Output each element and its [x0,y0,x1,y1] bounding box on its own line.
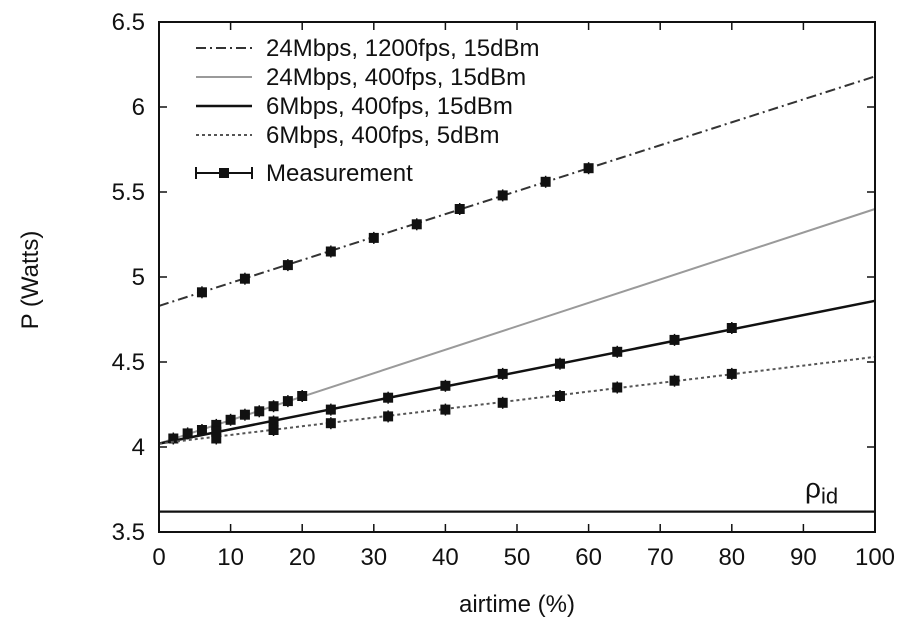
x-tick-label: 60 [575,544,602,571]
measurement-point [554,358,565,369]
measurement-point [325,246,336,257]
series-line-4 [158,355,876,445]
measurement-point [583,163,594,174]
measurement-point [540,176,551,187]
x-tick-label: 20 [289,544,316,571]
measurement-point [225,414,236,425]
x-tick-label: 70 [647,544,674,571]
measurement-point [440,404,451,415]
measurement-point [325,418,336,429]
legend-label-4: 6Mbps, 400fps, 5dBm [266,122,499,149]
measurement-point [196,425,207,435]
measurement-point [211,419,222,430]
measurement-point [282,260,293,271]
series-line-3 [158,299,876,445]
measurement-point [383,392,394,403]
measurement-point [669,375,680,386]
x-tick-label: 80 [718,544,745,571]
measurement-point [282,396,293,407]
measurement-point [454,204,465,214]
idle-power-subscript: id [821,484,838,509]
measurement-point [239,273,250,284]
x-tick-label: 50 [504,544,531,571]
measurement-point [297,391,308,401]
measurement-point [268,416,279,427]
x-tick-label: 100 [855,544,895,571]
legend-label-2: 24Mbps, 400fps, 15dBm [266,64,526,91]
legend-label-3: 6Mbps, 400fps, 15dBm [266,93,513,120]
measurement-point [612,382,623,393]
plot-area [158,75,876,445]
measurement-point [383,411,394,422]
measurement-point [268,401,279,412]
legend-label-1: 24Mbps, 1200fps, 15dBm [266,35,540,62]
y-tick-label: 5 [132,264,145,291]
measurement-point [497,368,508,379]
measurement-point [368,232,379,243]
y-tick-label: 4.5 [112,349,145,376]
measurement-point [497,397,508,408]
y-axis-label: P (Watts) [17,231,44,330]
y-tick-label: 5.5 [112,179,145,206]
y-tick-label: 6.5 [112,9,145,36]
series-line-1 [158,75,876,307]
x-axis-label: airtime (%) [459,591,575,618]
legend-label-measurement: Measurement [266,160,413,187]
y-tick-label: 3.5 [112,519,145,546]
y-tick-label: 4 [132,434,145,461]
idle-power-symbol: ρ [805,473,821,504]
measurement-point [196,287,207,298]
idle-power-label: ρid [805,473,838,509]
measurement-point [726,323,737,333]
idle-power-annotation: ρid [159,473,875,513]
measurement-point [211,433,222,444]
measurement-point [726,368,737,379]
legend-measurement-marker [219,168,229,178]
x-tick-label: 40 [432,544,459,571]
x-tick-label: 30 [360,544,387,571]
measurement-point [411,219,422,230]
measurement-point [497,190,508,201]
axis-ticks: 0 10 20 30 40 50 60 70 80 90 100 3.5 4 4.5 5 5.5 6 6.5 [112,9,895,571]
measurement-point [440,380,451,391]
measurement-point [211,426,222,437]
measurement-point [268,425,279,435]
measurement-point [168,433,179,444]
x-tick-label: 0 [152,544,165,571]
y-tick-label: 6 [132,94,145,121]
series-line-2 [158,208,876,445]
measurement-point [325,404,336,415]
measurement-point [254,406,265,417]
measurement-point [239,409,250,420]
x-tick-label: 90 [790,544,817,571]
x-tick-label: 10 [217,544,244,571]
measurement-point [554,391,565,401]
measurement-point [612,346,623,357]
measurement-point [669,334,680,345]
measurement-point [182,428,193,439]
